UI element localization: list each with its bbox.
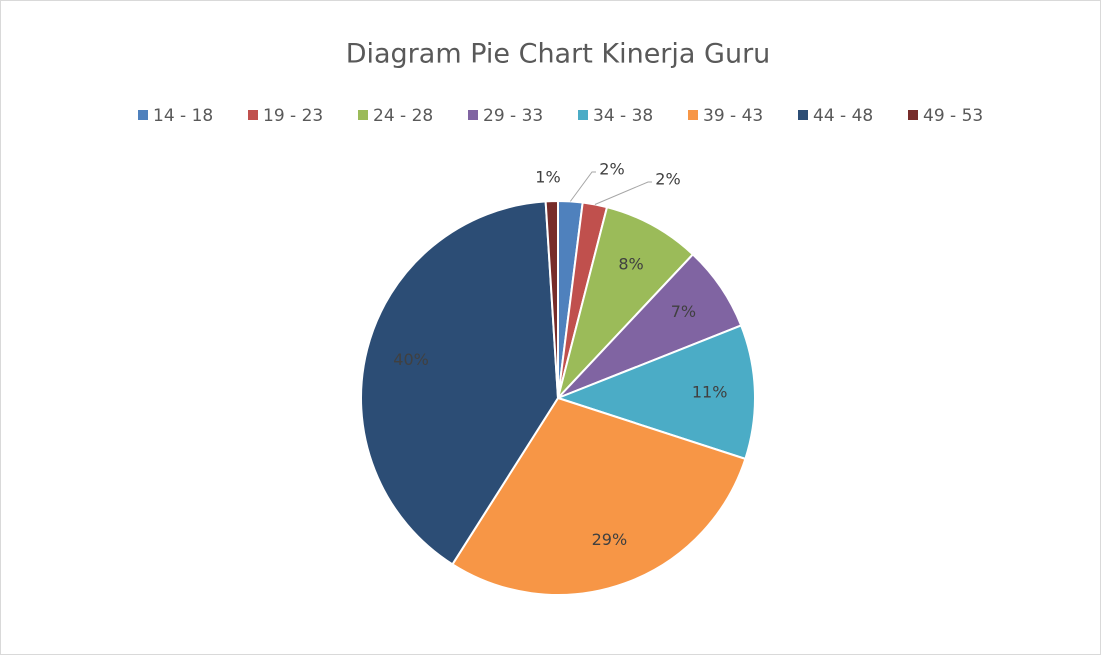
legend-label: 29 - 33 [483,106,543,126]
data-label: 7% [671,302,696,321]
legend-swatch [688,110,698,120]
data-label: 11% [692,383,728,402]
legend-swatch [248,110,258,120]
legend-swatch [578,110,588,120]
legend-swatch [908,110,918,120]
leader-line [569,171,596,202]
data-label: 40% [393,350,429,369]
data-label: 2% [655,170,680,189]
data-label: 2% [599,160,624,179]
data-label: 8% [618,255,643,274]
legend-swatch [358,110,368,120]
legend-label: 24 - 28 [373,106,433,126]
pie-slice [451,396,747,596]
legend-label: 19 - 23 [263,106,323,126]
pie-slice [360,200,560,566]
legend-label: 39 - 43 [703,106,763,126]
legend-label: 34 - 38 [593,106,653,126]
pie-slice [544,199,559,399]
leader-line [594,181,652,205]
pie-slice [557,205,695,399]
pie-slice [555,324,756,461]
legend-swatch [468,110,478,120]
legend-label: 44 - 48 [813,106,873,126]
legend-swatch [138,110,148,120]
legend-swatch [798,110,808,120]
legend-label: 14 - 18 [153,106,213,126]
chart-title: Diagram Pie Chart Kinerja Guru [346,39,771,70]
data-label: 29% [592,530,628,549]
legend-label: 49 - 53 [923,106,983,126]
data-label: 1% [535,168,560,187]
